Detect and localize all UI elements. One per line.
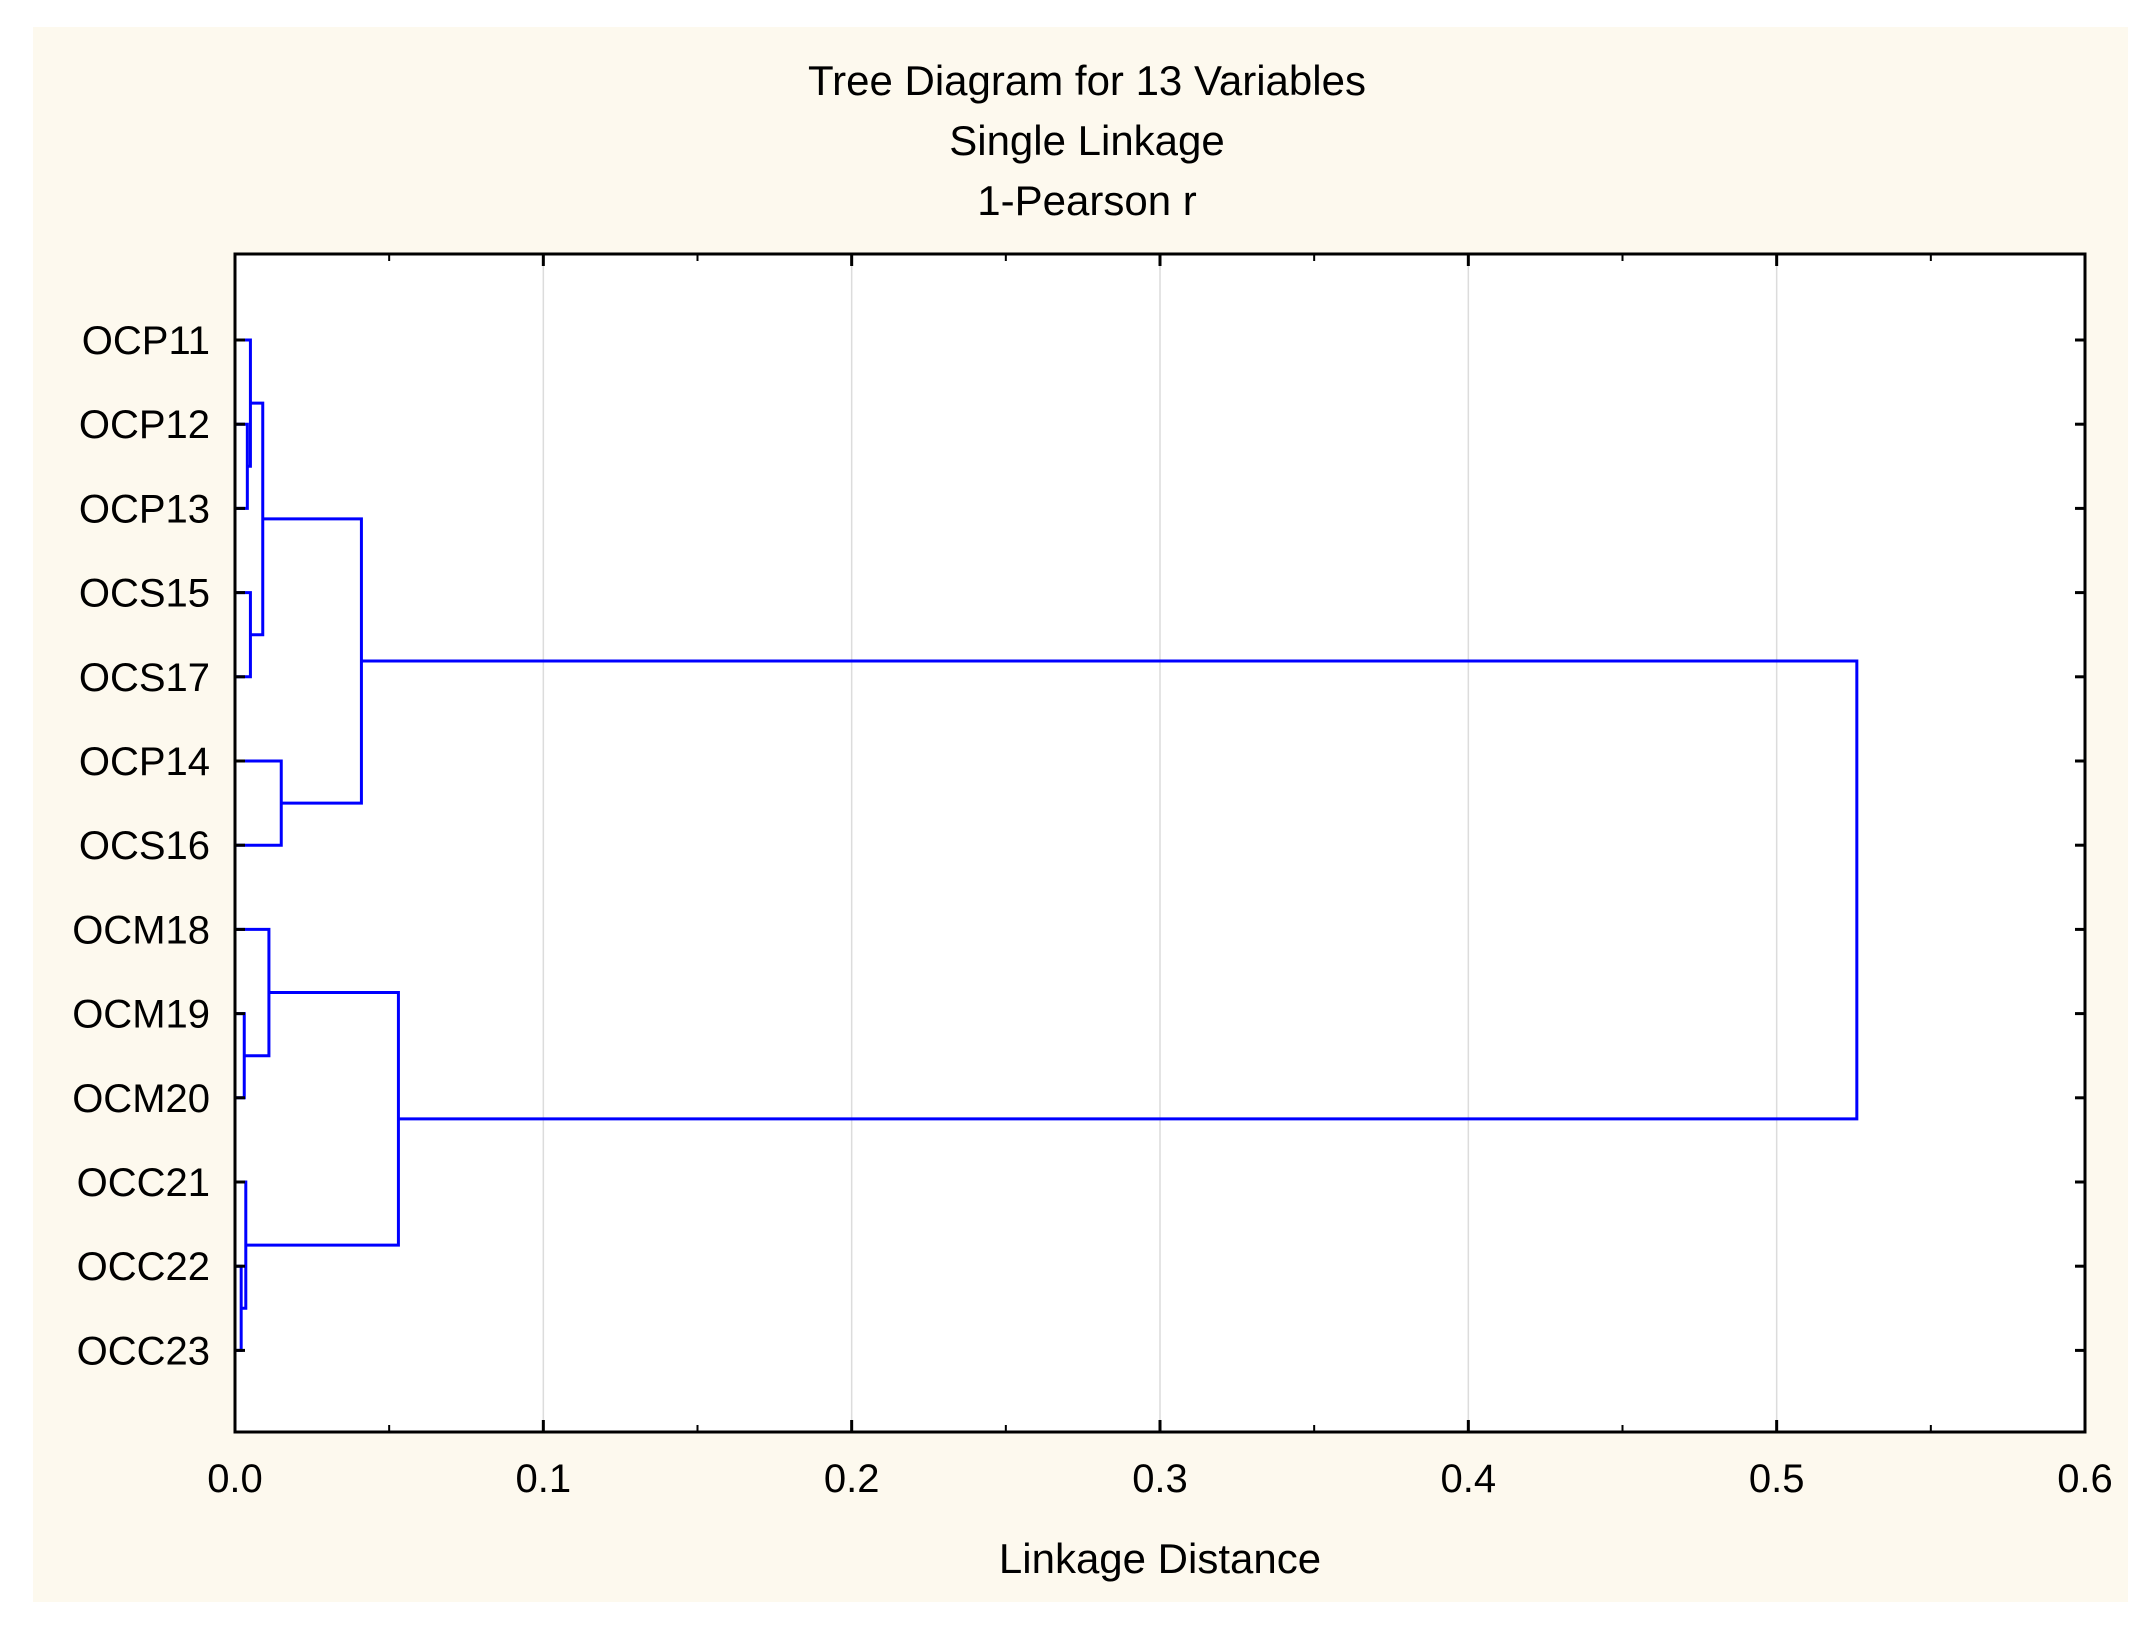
leaf-label: OCM18: [72, 908, 210, 952]
leaf-label: OCP12: [79, 403, 210, 447]
x-axis-label: Linkage Distance: [999, 1535, 1321, 1582]
dendrogram-link: [361, 659, 1859, 1121]
leaf-label: OCS16: [79, 824, 210, 868]
grid-lines: [542, 254, 1778, 1432]
x-tick-label: 0.6: [2057, 1457, 2113, 1501]
leaf-label: OCS17: [79, 656, 210, 700]
leaf-label: OCP14: [79, 740, 210, 784]
x-tick-label: 0.0: [207, 1457, 263, 1501]
x-tick-label: 0.4: [1441, 1457, 1497, 1501]
leaf-label: OCC22: [77, 1245, 210, 1289]
leaf-label: OCC23: [77, 1329, 210, 1373]
chart-subtitle-linkage: Single Linkage: [949, 117, 1225, 164]
leaf-label: OCS15: [79, 572, 210, 616]
leaf-label: OCM19: [72, 993, 210, 1037]
chart-title: Tree Diagram for 13 Variables: [808, 57, 1366, 104]
x-tick-label: 0.1: [516, 1457, 572, 1501]
chart-subtitle-measure: 1-Pearson r: [977, 177, 1196, 224]
axis-ticks: [233, 254, 2087, 1432]
leaf-label: OCP13: [79, 487, 210, 531]
x-tick-label: 0.3: [1132, 1457, 1188, 1501]
leaf-label: OCC21: [77, 1161, 210, 1205]
leaf-label: OCM20: [72, 1077, 210, 1121]
x-tick-label: 0.2: [824, 1457, 880, 1501]
x-tick-label: 0.5: [1749, 1457, 1805, 1501]
tick-labels: 0.0 0.1 0.2 0.3 0.4 0.5 0.6 OCP11 OCP12 OCP13 OCS1…: [72, 319, 2113, 1501]
leaf-label: OCP11: [82, 319, 210, 363]
